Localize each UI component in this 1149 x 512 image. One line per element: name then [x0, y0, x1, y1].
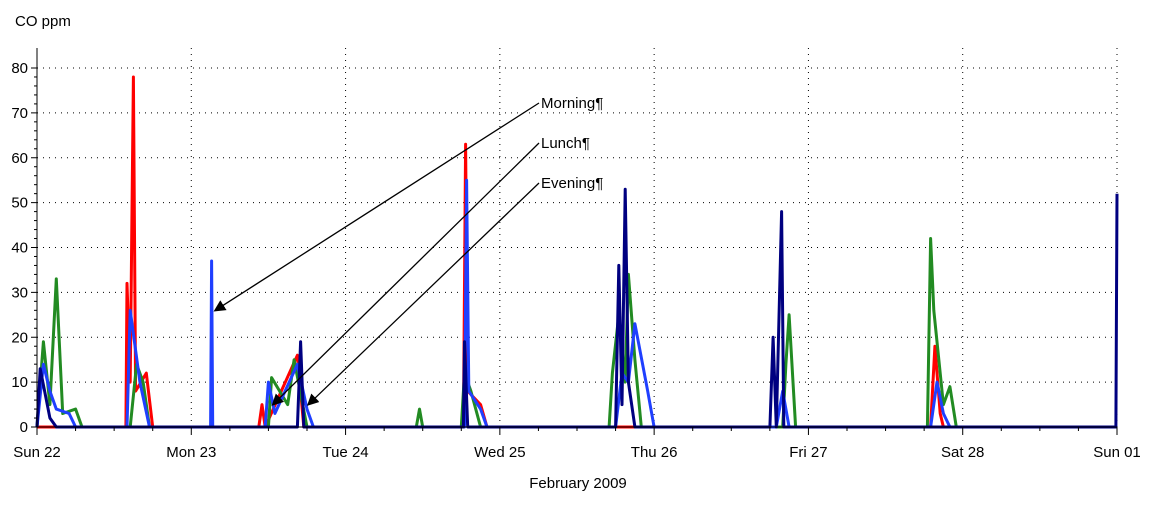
y-tick-label: 20 [11, 329, 28, 346]
y-tick-label: 60 [11, 150, 28, 167]
grid [37, 48, 1118, 427]
x-tick-label: Sun 22 [13, 444, 61, 461]
x-tick-label: Thu 26 [631, 444, 678, 461]
x-axis-label: February 2009 [529, 475, 627, 492]
annotations: Morning¶ Lunch¶ Evening¶ [213, 95, 603, 406]
annotation-label: Lunch¶ [541, 135, 590, 152]
y-tick-label: 10 [11, 374, 28, 391]
annotation-arrow [213, 102, 540, 312]
x-tick-label: Fri 27 [789, 444, 827, 461]
y-tick-label: 80 [11, 60, 28, 77]
annotation-arrow [306, 182, 540, 406]
x-tick-label: Wed 25 [474, 444, 525, 461]
y-axis-label: CO ppm [15, 13, 71, 30]
x-tick-label: Sat 28 [941, 444, 984, 461]
x-tick-label: Tue 24 [322, 444, 368, 461]
x-ticks: Sun 22 Mon 23 Tue 24 Wed 25 Thu 26 Fri 27 Sat … [13, 427, 1141, 461]
y-tick-label: 30 [11, 284, 28, 301]
annotation-label: Morning¶ [541, 95, 603, 112]
y-tick-label: 70 [11, 105, 28, 122]
y-tick-label: 50 [11, 195, 28, 212]
y-ticks: 0 10 20 30 40 50 60 70 80 [11, 60, 37, 436]
x-tick-label: Sun 01 [1093, 444, 1141, 461]
series-line-1 [37, 75, 1117, 429]
annotation-label: Evening¶ [541, 175, 603, 192]
annotation-arrow [271, 142, 540, 406]
x-tick-label: Mon 23 [166, 444, 216, 461]
y-tick-label: 0 [20, 419, 28, 436]
y-tick-label: 40 [11, 240, 28, 257]
